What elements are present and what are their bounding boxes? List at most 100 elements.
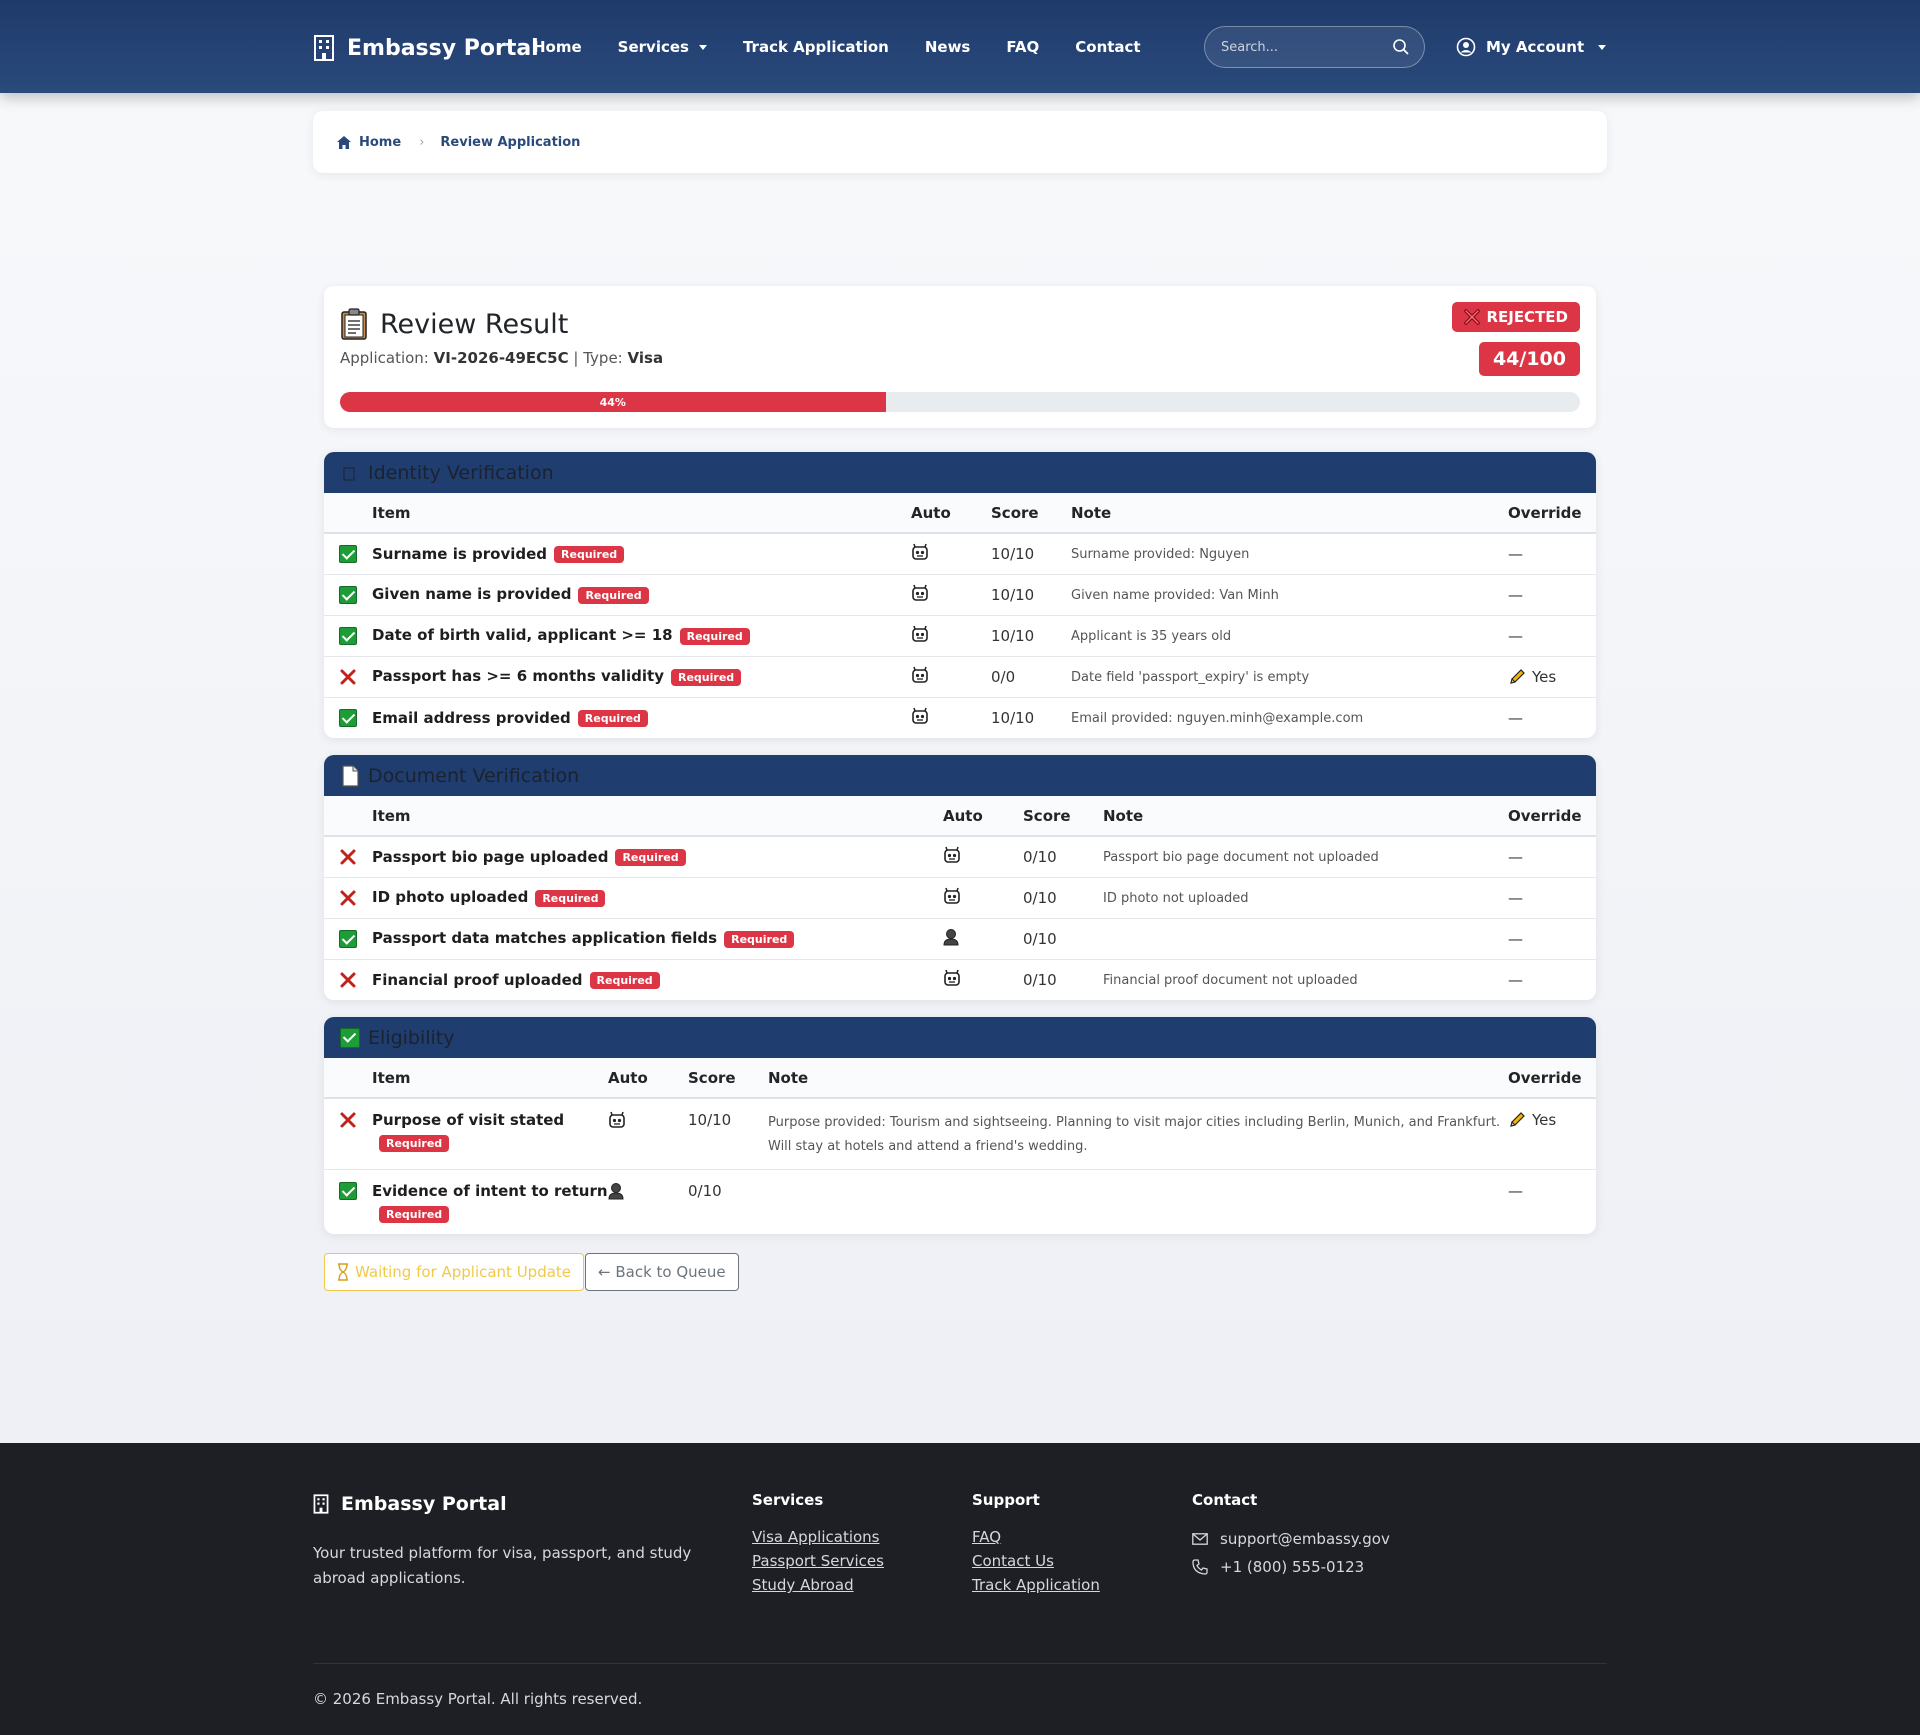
- col-override: Override: [1508, 493, 1596, 534]
- robot-icon: [912, 584, 928, 601]
- score-value: 10/10: [991, 626, 1035, 645]
- brand-name: Embassy Portal: [347, 35, 539, 61]
- required-badge: Required: [535, 889, 606, 907]
- override-cell: —: [1508, 959, 1596, 1000]
- back-to-queue-button[interactable]: ← Back to Queue: [585, 1253, 739, 1291]
- footer-link-visa[interactable]: Visa Applications: [752, 1528, 880, 1546]
- person-icon: [943, 928, 959, 945]
- home-icon: [337, 135, 351, 149]
- nav-services-label: Services: [617, 38, 689, 56]
- score-badge: 44/100: [1478, 342, 1580, 376]
- breadcrumb-separator: ›: [419, 134, 425, 150]
- footer-link-faq[interactable]: FAQ: [972, 1528, 1002, 1546]
- item-label: Passport data matches application fields: [372, 929, 718, 948]
- nav-news[interactable]: News: [924, 38, 971, 56]
- required-badge: Required: [724, 930, 795, 948]
- required-badge: Required: [671, 668, 742, 686]
- footer-email-text[interactable]: support@embassy.gov: [1220, 1530, 1390, 1548]
- override-cell: —: [1508, 836, 1596, 878]
- x-mark-icon: [340, 1112, 356, 1128]
- override-label: Yes: [1532, 667, 1557, 686]
- robot-icon: [944, 887, 960, 904]
- status-cell: [324, 533, 372, 575]
- nav-contact[interactable]: Contact: [1075, 38, 1141, 56]
- item-label: Purpose of visit stated: [372, 1111, 565, 1129]
- nav-home[interactable]: Home: [533, 38, 582, 56]
- note-text: Given name provided: Van Minh: [1071, 587, 1279, 603]
- item-cell: Email address provided Required: [372, 697, 911, 738]
- col-status: [324, 796, 372, 837]
- id-card-icon: [343, 467, 355, 480]
- override-cell: —: [1508, 697, 1596, 738]
- nav-links: Home Services Track Application News FAQ…: [533, 28, 1177, 66]
- note-text: Surname provided: Nguyen: [1071, 546, 1250, 562]
- nav-track-application[interactable]: Track Application: [742, 38, 889, 56]
- footer-link-passport[interactable]: Passport Services: [752, 1552, 884, 1570]
- override-yes[interactable]: Yes: [1508, 1111, 1596, 1129]
- auto-cell: [911, 656, 991, 698]
- person-icon: [608, 1183, 624, 1200]
- breadcrumb: Home › Review Application: [313, 111, 1607, 173]
- building-icon: [314, 35, 334, 61]
- note-cell: [768, 1170, 1508, 1234]
- footer-link-track[interactable]: Track Application: [972, 1576, 1100, 1594]
- score-cell: 0/0: [991, 656, 1071, 698]
- account-menu[interactable]: My Account: [1456, 30, 1607, 64]
- x-mark-icon: [1464, 309, 1481, 325]
- required-badge: Required: [589, 972, 660, 989]
- page-title: Review Result: [340, 308, 568, 340]
- breadcrumb-current: Review Application: [440, 134, 581, 150]
- note-text: Date field 'passport_expiry' is empty: [1071, 669, 1310, 685]
- col-auto: Auto: [608, 1058, 688, 1099]
- override-value: —: [1508, 544, 1523, 563]
- note-cell: Email provided: nguyen.minh@example.com: [1071, 697, 1508, 738]
- required-badge: Required: [578, 586, 649, 604]
- application-info: Application: VI-2026-49EC5C | Type: Visa: [340, 349, 663, 367]
- auto-cell: [608, 1098, 688, 1170]
- footer-link-contact[interactable]: Contact Us: [972, 1552, 1054, 1570]
- section-header: Document Verification: [324, 755, 1596, 796]
- check-mark-icon: [339, 929, 357, 948]
- user-circle-icon: [1456, 37, 1476, 57]
- waiting-for-applicant-button[interactable]: Waiting for Applicant Update: [324, 1253, 585, 1291]
- override-yes[interactable]: Yes: [1508, 668, 1596, 686]
- item-cell: Passport bio page uploaded Required: [372, 836, 943, 878]
- score-value: 0/0: [991, 667, 1016, 686]
- item-cell: ID photo uploaded Required: [372, 877, 943, 919]
- item-cell: Surname is provided Required: [372, 533, 911, 575]
- col-item: Item: [372, 1058, 608, 1099]
- search-input[interactable]: [1221, 39, 1392, 55]
- pencil-icon: [1510, 668, 1525, 684]
- override-value: —: [1508, 1182, 1523, 1200]
- override-cell: Yes: [1508, 656, 1596, 698]
- application-type: Visa: [627, 349, 664, 367]
- status-cell: [324, 656, 372, 698]
- footer-link-study[interactable]: Study Abroad: [752, 1576, 854, 1594]
- robot-icon: [912, 543, 928, 560]
- pencil-icon: [1510, 1112, 1525, 1127]
- check-mark-icon: [339, 708, 357, 727]
- note-text: Purpose provided: Tourism and sightseein…: [768, 1115, 1501, 1154]
- table-row: Email address provided Required 10/10 Email…: [324, 697, 1596, 738]
- robot-icon: [912, 625, 928, 642]
- score-cell: 10/10: [991, 533, 1071, 575]
- nav-services[interactable]: Services: [618, 38, 707, 56]
- score-progress-fill: 44%: [340, 392, 886, 412]
- score-cell: 0/10: [1023, 918, 1103, 960]
- override-value: —: [1508, 626, 1523, 645]
- breadcrumb-home[interactable]: Home: [359, 134, 402, 150]
- required-badge: Required: [554, 546, 625, 563]
- auto-cell: [911, 697, 991, 738]
- score-value: 10/10: [688, 1111, 732, 1129]
- search-icon[interactable]: [1392, 38, 1410, 56]
- score-cell: 10/10: [991, 697, 1071, 738]
- score-cell: 0/10: [1023, 836, 1103, 878]
- application-id: VI-2026-49EC5C: [433, 349, 569, 367]
- score-value: 10/10: [991, 708, 1035, 727]
- brand-logo[interactable]: Embassy Portal: [313, 30, 539, 66]
- status-text: REJECTED: [1486, 308, 1568, 326]
- auto-cell: [943, 836, 1023, 878]
- nav-faq[interactable]: FAQ: [1006, 38, 1040, 56]
- check-mark-icon: [339, 626, 357, 645]
- score-value: 0/10: [1023, 970, 1057, 989]
